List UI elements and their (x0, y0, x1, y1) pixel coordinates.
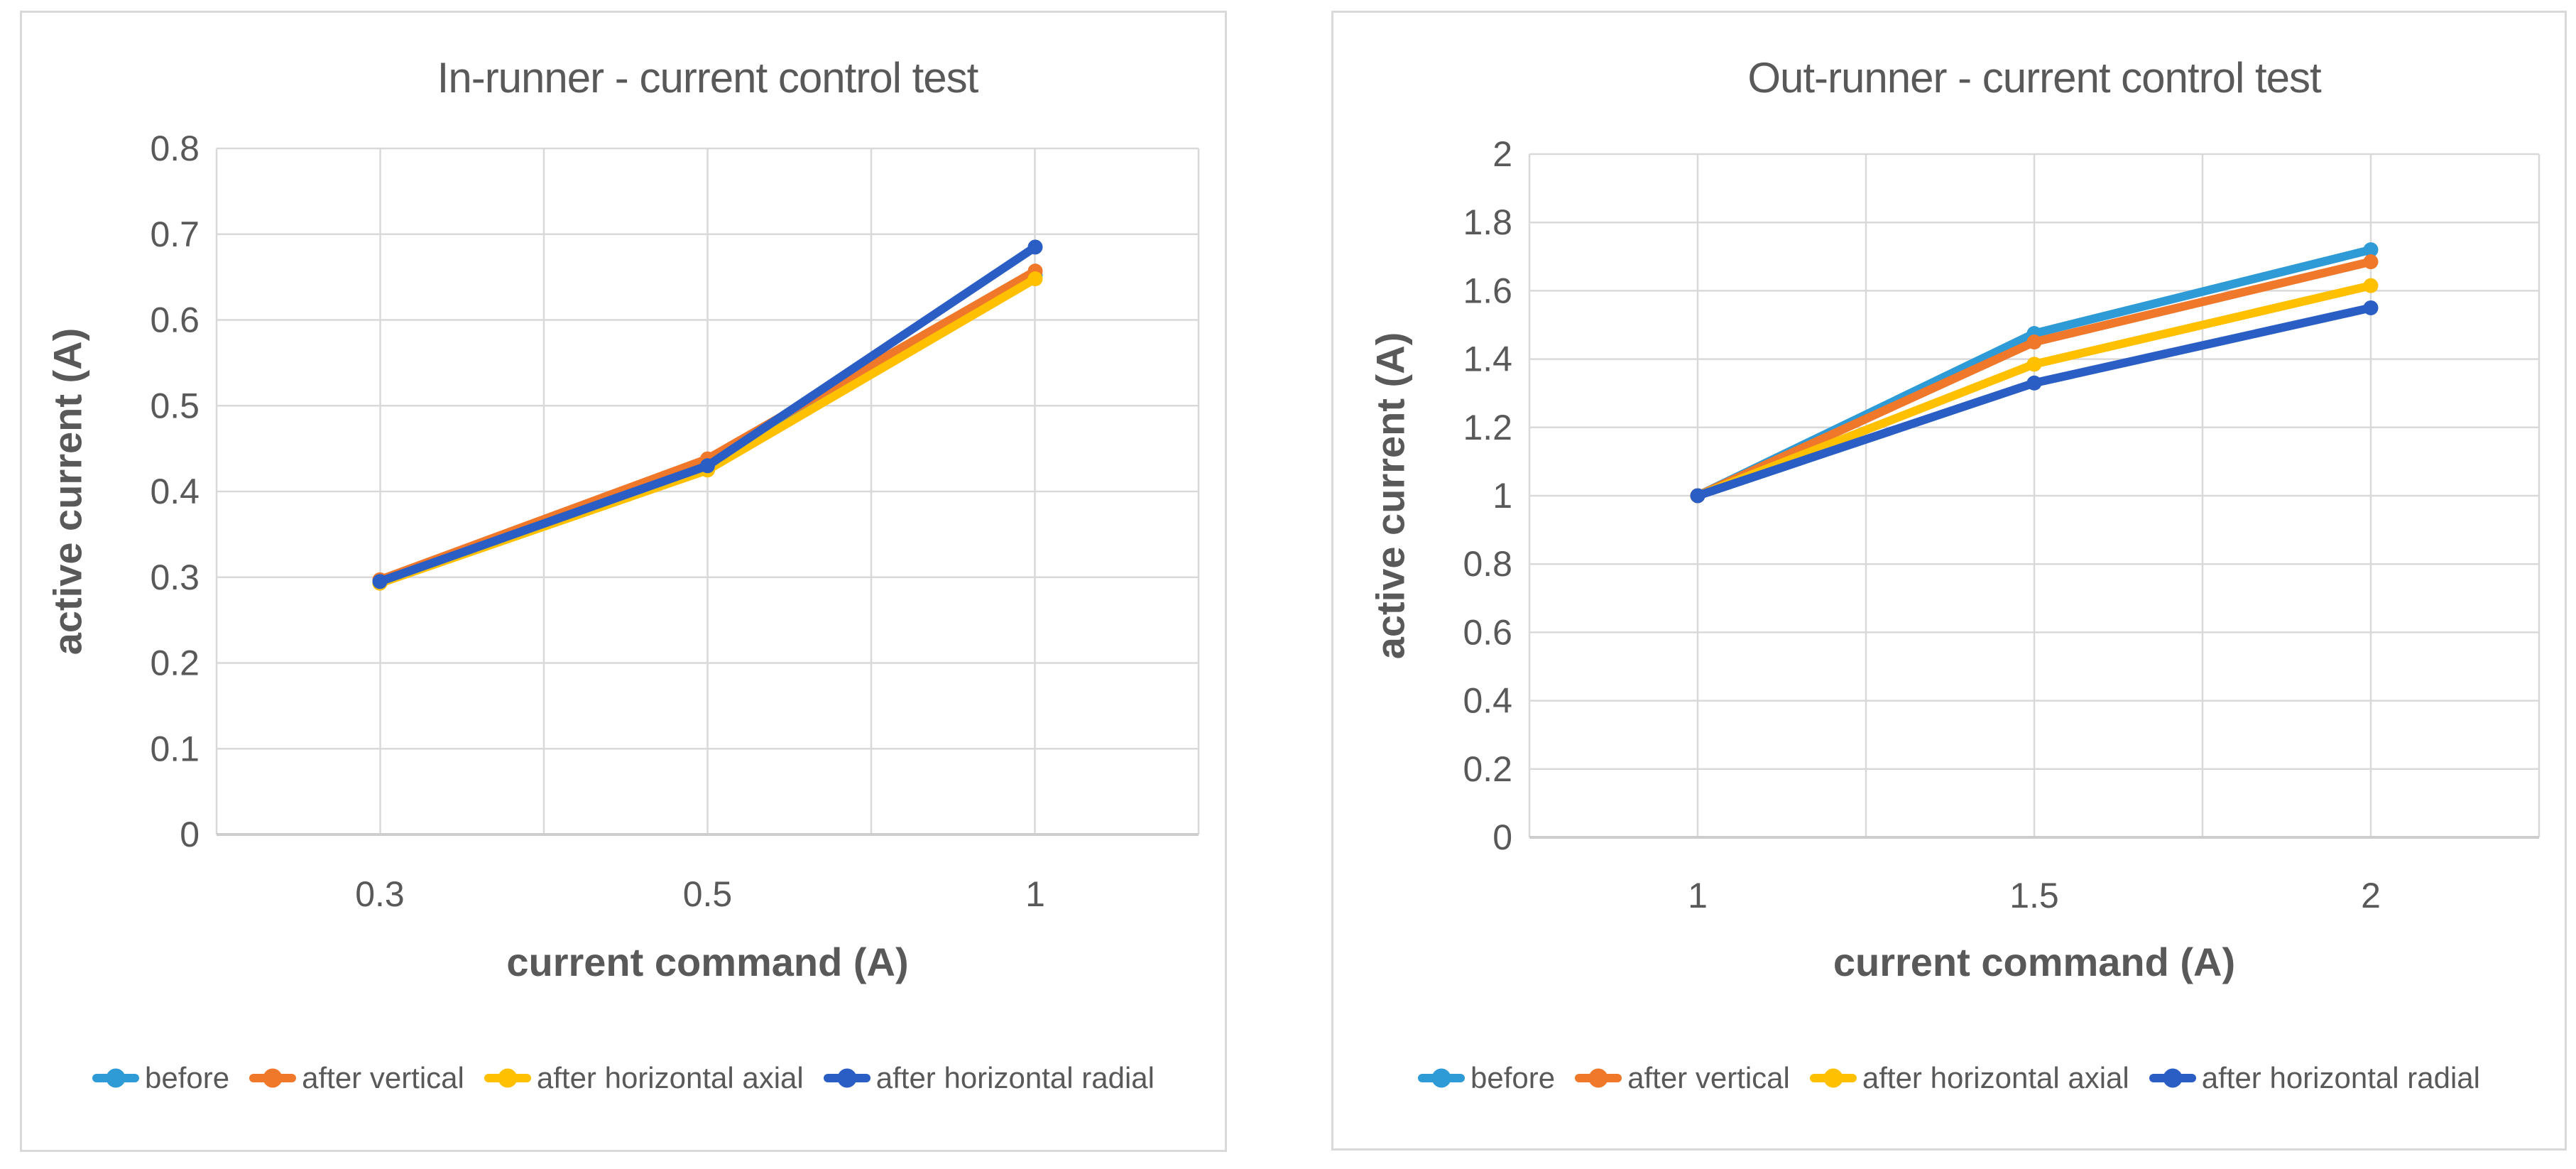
chart-legend: before after vertical after horizontal a… (1333, 1046, 2565, 1110)
y-tick-label: 0.3 (150, 558, 200, 597)
y-tick-label: 0.8 (1463, 544, 1512, 584)
legend-item: before (1418, 1061, 1555, 1095)
y-tick-label: 1.2 (1463, 408, 1512, 447)
plot-area: 0 0.2 0.4 0.6 0.8 1 1.2 1.4 1.6 1.8 2 1 1.5 2 (1463, 134, 2540, 915)
legend-marker-dot-icon (106, 1068, 126, 1088)
data-point-marker (1690, 488, 1705, 504)
y-tick-label: 0.2 (150, 643, 200, 683)
legend-marker-line-icon (484, 1068, 531, 1088)
legend-marker-line-icon (823, 1068, 871, 1088)
legend-marker-dot-icon (2163, 1068, 2183, 1088)
legend-marker-dot-icon (1588, 1068, 1608, 1088)
chart-title: Out-runner - current control test (1747, 54, 2321, 102)
legend-marker-line-icon (2149, 1068, 2196, 1088)
x-tick-label: 1 (1025, 874, 1045, 914)
chart-panel-inrunner: 0 0.1 0.2 0.3 0.4 0.5 0.6 0.7 0.8 0.3 0.5 1 In-runn… (20, 11, 1227, 1152)
legend-marker-line-icon (1418, 1068, 1466, 1088)
y-tick-label: 0 (1492, 817, 1512, 857)
data-point-marker (1027, 239, 1043, 255)
legend-label: after vertical (1627, 1061, 1790, 1094)
y-tick-label: 0.5 (150, 386, 200, 425)
legend-item: after vertical (1575, 1061, 1790, 1095)
legend-label: after horizontal radial (875, 1061, 1155, 1094)
legend-marker-dot-icon (1823, 1068, 1843, 1088)
y-tick-label: 1.8 (1463, 202, 1512, 242)
legend-label: after horizontal radial (2201, 1061, 2480, 1094)
y-tick-label: 0.2 (1463, 749, 1512, 789)
legend-marker-line-icon (1809, 1068, 1857, 1088)
legend-item: after vertical (249, 1061, 464, 1095)
x-axis-title: current command (A) (506, 940, 909, 984)
y-axis-title: active current (A) (45, 327, 90, 656)
data-point-marker (2363, 300, 2379, 315)
legend-label: before (1470, 1061, 1556, 1094)
y-tick-label: 0.6 (150, 300, 200, 340)
legend-marker-line-icon (1575, 1068, 1622, 1088)
data-point-marker (372, 574, 388, 589)
y-tick-label: 2 (1492, 134, 1512, 174)
x-axis-title: current command (A) (1833, 940, 2236, 984)
data-point-marker (2026, 357, 2042, 372)
x-tick-label: 1 (1688, 876, 1708, 915)
chart-legend: before after vertical after horizontal a… (22, 1046, 1225, 1110)
x-tick-label: 1.5 (2009, 876, 2059, 915)
data-point-marker (2363, 278, 2379, 293)
y-tick-label: 1.6 (1463, 271, 1512, 310)
legend-marker-line-icon (92, 1068, 140, 1088)
y-tick-label: 0.1 (150, 729, 200, 768)
x-tick-label: 2 (2361, 876, 2381, 915)
y-tick-label: 0.8 (150, 129, 200, 168)
legend-item: before (92, 1061, 229, 1095)
legend-label: after horizontal axial (536, 1061, 804, 1094)
legend-marker-dot-icon (263, 1068, 283, 1088)
legend-item: after horizontal radial (2149, 1061, 2480, 1095)
y-tick-label: 0.4 (150, 472, 200, 511)
legend-item: after horizontal axial (484, 1061, 804, 1095)
legend-marker-dot-icon (498, 1068, 518, 1088)
x-tick-label: 0.3 (355, 874, 405, 914)
legend-label: after horizontal axial (1862, 1061, 2129, 1094)
data-point-marker (2363, 254, 2379, 270)
chart-title: In-runner - current control test (437, 54, 979, 102)
data-point-marker (2363, 242, 2379, 258)
data-point-marker (700, 458, 715, 474)
legend-marker-dot-icon (1431, 1068, 1451, 1088)
chart-panel-outrunner: 0 0.2 0.4 0.6 0.8 1 1.2 1.4 1.6 1.8 2 1 1.5 2 Out-run… (1331, 11, 2567, 1151)
legend-marker-dot-icon (837, 1068, 857, 1088)
y-axis-title: active current (A) (1368, 332, 1413, 660)
y-tick-label: 0.6 (1463, 612, 1512, 652)
legend-item: after horizontal axial (1809, 1061, 2129, 1095)
y-tick-label: 0 (180, 815, 200, 854)
data-point-marker (1027, 271, 1043, 287)
y-tick-label: 1.4 (1463, 339, 1512, 379)
plot-area: 0 0.1 0.2 0.3 0.4 0.5 0.6 0.7 0.8 0.3 0.5 1 (150, 129, 1200, 914)
data-point-marker (2026, 335, 2042, 350)
data-point-marker (2026, 375, 2042, 391)
y-tick-label: 0.4 (1463, 681, 1512, 721)
legend-label: after vertical (302, 1061, 464, 1094)
y-tick-label: 1 (1492, 476, 1512, 516)
y-tick-label: 0.7 (150, 214, 200, 254)
x-tick-label: 0.5 (683, 874, 733, 914)
legend-label: before (145, 1061, 230, 1094)
legend-item: after horizontal radial (823, 1061, 1155, 1095)
legend-marker-line-icon (249, 1068, 297, 1088)
